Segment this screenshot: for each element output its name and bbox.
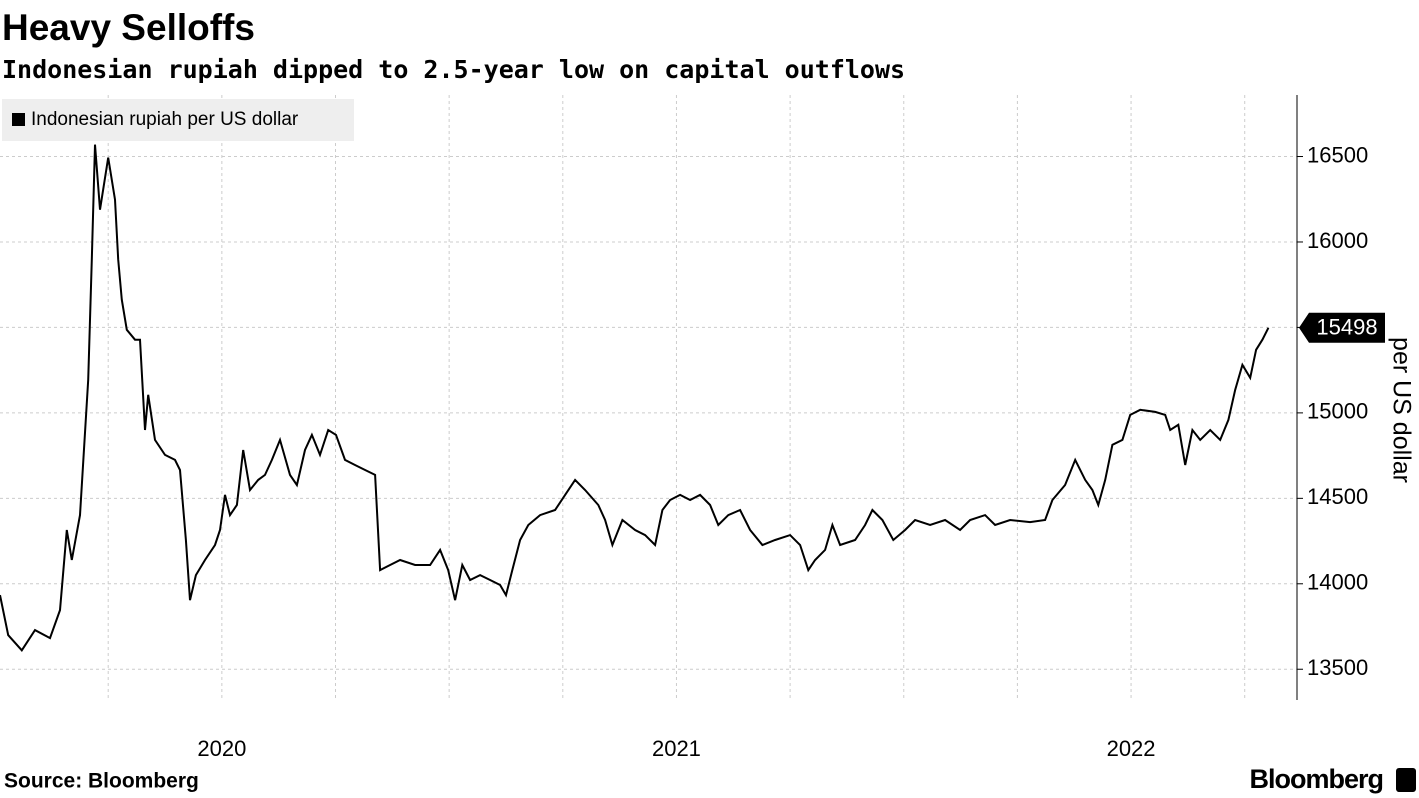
y-tick-label: 14500	[1307, 484, 1368, 509]
brand: Bloomberg	[1249, 764, 1383, 794]
chart-title: Heavy Selloffs	[2, 7, 255, 48]
y-tick-label: 15000	[1307, 399, 1368, 424]
x-tick-label: 2020	[197, 736, 246, 761]
legend-label: Indonesian rupiah per US dollar	[31, 109, 299, 130]
y-tick-label: 16000	[1307, 228, 1368, 253]
chart-subtitle: Indonesian rupiah dipped to 2.5-year low…	[2, 55, 905, 84]
source: Source: Bloomberg	[4, 770, 199, 793]
y-tick-label: 13500	[1307, 655, 1368, 680]
x-tick-label: 2022	[1107, 736, 1156, 761]
legend-box	[2, 99, 354, 141]
last-value-box	[1299, 312, 1385, 343]
brand-icon	[1396, 768, 1416, 792]
legend-swatch	[12, 113, 25, 126]
line-series	[0, 144, 1270, 652]
y-tick-label: 16500	[1307, 142, 1368, 167]
x-tick-label: 2021	[652, 736, 701, 761]
y-axis-label: per US dollar	[1387, 337, 1415, 483]
y-tick-label: 14000	[1307, 570, 1368, 595]
last-value-label: 15498	[1316, 315, 1377, 340]
